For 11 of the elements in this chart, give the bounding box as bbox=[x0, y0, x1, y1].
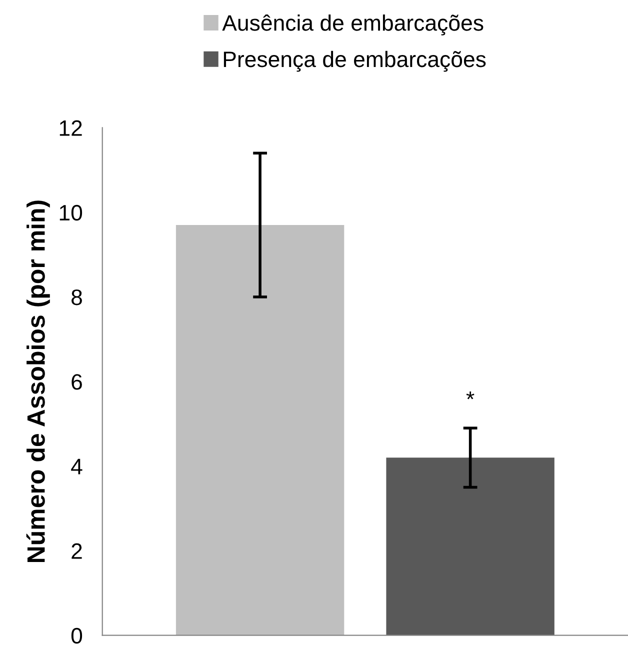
y-tick-label: 2 bbox=[72, 543, 82, 559]
y-tick-label: 6 bbox=[72, 374, 82, 390]
legend-label: Ausência de embarcações bbox=[222, 14, 484, 36]
y-tick-label: 0 bbox=[71, 628, 82, 644]
y-axis-title: Número de Assobios (por min) bbox=[26, 200, 50, 562]
y-tick-label: 12 bbox=[60, 120, 82, 136]
annotation: * bbox=[466, 392, 474, 400]
legend-label: Presença de embarcações bbox=[224, 50, 486, 72]
y-tick-label: 8 bbox=[72, 289, 82, 306]
y-tick-label: 4 bbox=[71, 458, 82, 474]
y-tick-label: 10 bbox=[60, 204, 82, 221]
